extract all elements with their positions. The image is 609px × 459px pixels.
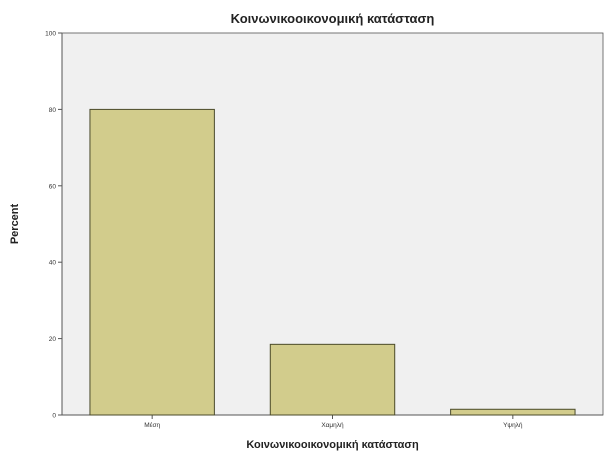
y-tick-label: 20	[49, 336, 57, 343]
bar	[89, 108, 215, 416]
chart-title: Κοινωνικοοικονομική κατάσταση	[231, 11, 435, 26]
x-tick-label: Υψηλή	[503, 422, 523, 429]
y-tick-label: 40	[49, 260, 57, 267]
y-tick-label: 60	[49, 183, 57, 190]
x-tick-label: Χαμηλή	[321, 422, 344, 429]
x-tick-label: Μέση	[144, 421, 160, 429]
bar	[269, 343, 396, 416]
y-tick-label: 0	[52, 413, 56, 420]
bar	[450, 408, 576, 416]
y-tick-label: 80	[49, 107, 57, 114]
x-axis: Μέση Χαμηλή Υψηλή	[62, 414, 603, 429]
y-axis: 0 20 40 60 80 100	[45, 31, 63, 420]
y-tick-label: 100	[45, 31, 56, 38]
y-axis-label: Percent	[9, 203, 21, 244]
x-axis-label: Κοινωνικοοικονομική κατάσταση	[246, 439, 419, 451]
bars-group	[89, 108, 576, 416]
